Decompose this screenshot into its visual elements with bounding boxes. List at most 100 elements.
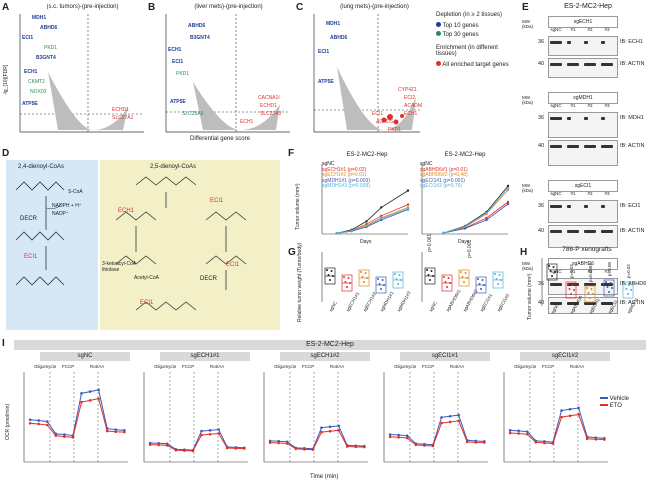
h-point — [627, 293, 629, 295]
blot-lane-label: #2 — [587, 269, 593, 274]
i-injection-label: FCCP — [542, 364, 555, 369]
g-point — [426, 269, 428, 271]
i-data-point — [328, 429, 332, 433]
i-ocr-chart — [263, 372, 368, 463]
panel-label-d: D — [2, 148, 10, 159]
blot-marker: 40 — [538, 228, 545, 234]
gene-label: SLC27A3 — [260, 111, 282, 117]
i-data-point — [603, 438, 606, 441]
panel-label-a: A — [2, 2, 10, 13]
i-data-point — [414, 443, 418, 447]
i-data-point — [63, 435, 66, 438]
i-legend-eto: ETO — [609, 402, 622, 409]
f-legend-item: sgNC — [420, 161, 433, 167]
blot-band — [601, 302, 613, 305]
g-point — [381, 279, 384, 281]
blot-band — [550, 230, 562, 233]
i-data-point — [337, 429, 340, 432]
pathway-acetyl: Acetyl-CoA — [134, 275, 160, 281]
h-point — [549, 270, 552, 272]
blot-ib-label: IB: ECH1 — [620, 39, 643, 45]
i-data-point — [123, 430, 126, 434]
i-data-point — [183, 449, 186, 452]
gene-label: ECH1 — [404, 111, 418, 117]
i-data-point — [388, 433, 392, 436]
gene-label: ECH1 — [168, 47, 182, 53]
g-point — [449, 282, 451, 284]
blot-band — [550, 145, 562, 148]
blot-membrane — [548, 36, 618, 56]
blot-band — [567, 41, 571, 44]
f-legend-item: sgMDH1#1 (p=0.003) — [322, 177, 370, 184]
i-series-line — [150, 432, 245, 452]
gene-label: ECH1 — [24, 69, 38, 75]
blot-sg-header: sgMDH1 — [548, 92, 618, 104]
i-data-point — [45, 420, 49, 423]
volcano-legend: Depletion (in ≥ 2 tissues) Top 10 genes … — [436, 12, 518, 69]
i-injection-label: FCCP — [62, 364, 75, 369]
i-data-point — [543, 441, 546, 445]
blot-band — [584, 41, 588, 44]
g-point — [361, 276, 364, 278]
i-data-point — [388, 435, 392, 439]
h-title: 786-P xenografts — [562, 246, 612, 253]
i-data-point — [560, 415, 563, 419]
g-point — [432, 275, 434, 277]
gene-label: PKD1 — [388, 127, 402, 133]
gene-label: PKD1 — [176, 71, 190, 77]
gene-label: B3GNT4 — [190, 35, 210, 41]
g-point — [395, 278, 398, 280]
f-legend-item: sgECH1#2 (p=0.01) — [322, 172, 367, 178]
f-series-line — [443, 203, 509, 234]
i-subtitle: sgECH1#1 — [160, 352, 250, 361]
i-legend-vehicle: Vehicle — [609, 396, 630, 402]
i-data-point — [71, 436, 75, 439]
gene-label: ABHD6 — [188, 23, 206, 29]
blot-marker: 36 — [538, 281, 545, 287]
i-data-point — [534, 440, 538, 444]
panel-label-g: G — [288, 247, 296, 258]
i-data-point — [225, 446, 229, 450]
g-point — [383, 284, 385, 286]
i-data-point — [517, 429, 520, 433]
i-series-line — [150, 428, 245, 451]
h-point — [589, 297, 591, 299]
panel-label-e: E — [522, 2, 529, 13]
blot-band — [550, 41, 562, 44]
i-ylabel: OCR (pmol/min) — [5, 403, 11, 440]
i-data-point — [423, 444, 426, 447]
g-point — [346, 286, 348, 288]
g-point — [463, 281, 465, 283]
gene-label: ECHD1 — [112, 107, 129, 113]
i-data-point — [448, 414, 452, 418]
i-data-point — [363, 445, 366, 449]
g-point — [378, 283, 381, 285]
blot-marker: 40 — [538, 143, 545, 149]
f-xlabel-2: Days — [458, 239, 470, 245]
f-title-1: ES-2-MC2-Hep — [346, 152, 388, 158]
g-point — [343, 276, 345, 278]
gene-label: ECI1 — [318, 49, 330, 55]
i-data-point — [97, 388, 100, 392]
blots-title: ES-2-MC2-Hep — [564, 3, 612, 10]
h-point — [570, 293, 572, 295]
blot-band — [567, 145, 579, 148]
pathway-eci1-right2: ECI1 — [226, 262, 240, 268]
panel-label-c: C — [296, 2, 304, 13]
f-data-point — [463, 227, 467, 230]
h-point — [606, 286, 609, 288]
h-box — [546, 263, 558, 281]
i-data-point — [457, 419, 460, 423]
i-data-point — [320, 426, 323, 429]
i-data-point — [508, 429, 512, 432]
i-injection-label: Oligomycin — [274, 364, 297, 369]
pathway-cofactor2: NADP⁺ — [52, 211, 69, 217]
blot-sg-header: sgECH1 — [548, 16, 618, 28]
f-legend-item: sgABHD6#2 (p=0.48) — [420, 172, 468, 178]
i-xlabel: Time (min) — [310, 474, 339, 480]
pathway-ech1: ECH1 — [118, 208, 135, 214]
i-data-point — [577, 406, 580, 410]
legend-dot-icon — [436, 21, 441, 27]
i-data-point — [200, 433, 203, 437]
pathway-thiolase: 3-ketoacyl-CoA thiolase — [102, 261, 136, 273]
